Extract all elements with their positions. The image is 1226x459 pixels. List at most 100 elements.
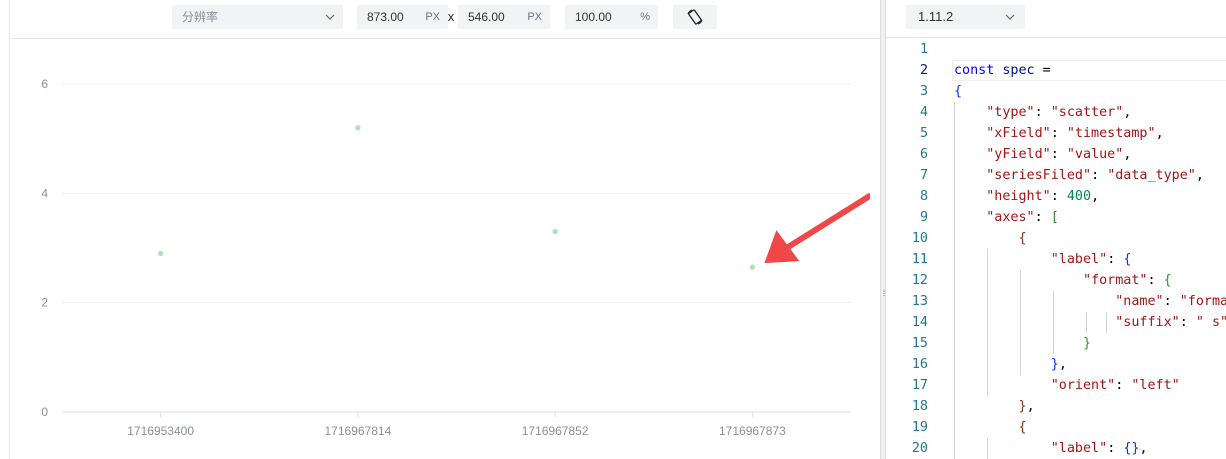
dimension-separator: x <box>447 9 455 24</box>
width-unit: PX <box>425 11 440 23</box>
x-tick-label: 1716953400 <box>127 424 194 438</box>
drag-handle-icon[interactable]: ⁞ <box>882 288 886 298</box>
x-tick-label: 1716967873 <box>719 424 786 438</box>
code-line[interactable]: 2 const spec = <box>886 60 1226 81</box>
resolution-select[interactable]: 分辨率 <box>172 5 343 29</box>
code-token: " s" <box>1195 315 1226 330</box>
code-token: "left" <box>1131 378 1180 393</box>
code-token: , <box>1139 441 1148 456</box>
code-token: "orient" <box>1050 378 1116 393</box>
code-token: "format" <box>1083 273 1148 288</box>
code-text: { <box>954 228 1027 249</box>
code-line[interactable]: 16 }, <box>886 354 1226 375</box>
y-tick-label: 0 <box>41 405 48 419</box>
indent-guide <box>987 438 988 459</box>
code-line[interactable]: 11 "label": { <box>886 249 1226 270</box>
code-token <box>954 357 1051 372</box>
code-token: "xField" <box>986 126 1051 141</box>
height-input[interactable]: 546.00 PX <box>458 5 550 29</box>
code-token: "name" <box>1115 294 1164 309</box>
code-token: "timestamp" <box>1066 126 1156 141</box>
code-line[interactable]: 13 "name": "formatT <box>886 291 1226 312</box>
code-line[interactable]: 20 "label": {}, <box>886 438 1226 459</box>
code-line[interactable]: 19 { <box>886 417 1226 438</box>
code-editor-pane: 1.11.2 1 2 const spec = 3{4 "type": "scatte… <box>886 0 1226 459</box>
zoom-input[interactable]: 100.00 % <box>565 5 658 29</box>
x-tick-label: 1716967852 <box>522 424 589 438</box>
code-token: , <box>1058 357 1067 372</box>
line-number: 9 <box>919 210 928 225</box>
indent-guide <box>1053 291 1054 354</box>
scatter-point <box>355 125 361 131</box>
code-token: { <box>1018 231 1027 246</box>
code-line[interactable]: 6 "yField": "value", <box>886 144 1226 165</box>
code-text: "orient": "left" <box>954 375 1180 396</box>
code-text: "yField": "value", <box>954 144 1131 165</box>
version-select[interactable]: 1.11.2 <box>906 5 1025 29</box>
line-number: 11 <box>911 252 928 267</box>
code-line[interactable]: 1 <box>886 39 1226 60</box>
code-token: , <box>1155 126 1164 141</box>
code-token: {} <box>1123 441 1140 456</box>
pane-splitter[interactable]: ⁞ <box>880 0 886 459</box>
line-number: 15 <box>911 336 928 351</box>
scatter-chart: 0 2 4 6 1716953400 1716967814 1716967852 171696… <box>41 77 870 438</box>
code-line[interactable]: 10 { <box>886 228 1226 249</box>
code-line[interactable]: 4 "type": "scatter", <box>886 102 1226 123</box>
code-line[interactable]: 5 "xField": "timestamp", <box>886 123 1226 144</box>
code-text: { <box>954 417 1027 438</box>
code-text: }, <box>954 354 1067 375</box>
code-token: { <box>1018 420 1027 435</box>
line-number: 4 <box>919 105 928 120</box>
line-number: 17 <box>911 378 928 393</box>
code-token: , <box>1195 168 1204 183</box>
code-line[interactable]: 7 "seriesFiled": "data_type", <box>886 165 1226 186</box>
scatter-point <box>158 250 164 257</box>
version-label: 1.11.2 <box>918 9 954 24</box>
line-number: 18 <box>911 399 928 414</box>
code-line[interactable]: 15 } <box>886 333 1226 354</box>
code-token: "seriesFiled" <box>986 168 1092 183</box>
code-line[interactable]: 3{ <box>886 81 1226 102</box>
line-number: 6 <box>919 147 928 162</box>
code-token <box>954 378 1051 393</box>
rotate-button[interactable] <box>673 5 717 29</box>
code-line[interactable]: 12 "format": { <box>886 270 1226 291</box>
code-token: "label" <box>1050 441 1108 456</box>
y-tick-label: 4 <box>41 186 48 200</box>
code-token: : <box>1034 105 1051 120</box>
code-editor[interactable]: 1 2 const spec = 3{4 "type": "scatter", 5 "x… <box>886 39 1226 459</box>
code-line[interactable]: 9 "axes": [ <box>886 207 1226 228</box>
height-value: 546.00 <box>468 10 505 24</box>
annotation-arrow-head <box>764 230 800 264</box>
code-line[interactable]: 18 }, <box>886 396 1226 417</box>
code-token <box>954 399 1019 414</box>
code-text: "label": {}, <box>954 438 1148 459</box>
code-token: "value" <box>1066 147 1124 162</box>
code-token: : <box>1179 315 1196 330</box>
line-number: 3 <box>919 84 928 99</box>
width-value: 873.00 <box>367 10 404 24</box>
resolution-placeholder: 分辨率 <box>182 10 219 24</box>
code-token: "formatT <box>1179 294 1226 309</box>
code-text: "xField": "timestamp", <box>954 123 1164 144</box>
code-text: } <box>954 333 1091 354</box>
code-line[interactable]: 17 "orient": "left" <box>886 375 1226 396</box>
chevron-down-icon <box>1005 14 1015 20</box>
code-token <box>954 168 986 183</box>
code-token <box>954 294 1115 309</box>
code-token: "label" <box>1050 252 1108 267</box>
code-token: , <box>1026 399 1035 414</box>
code-token <box>954 273 1083 288</box>
chevron-down-icon <box>325 14 335 20</box>
code-token: , <box>1091 189 1100 204</box>
annotation-arrow-shaft <box>783 193 870 252</box>
code-text: "axes": [ <box>954 207 1059 228</box>
rotate-screen-icon <box>687 9 703 25</box>
width-input[interactable]: 873.00 PX <box>357 5 448 29</box>
code-text: "type": "scatter", <box>954 102 1131 123</box>
code-line[interactable]: 14 "suffix": " s" <box>886 312 1226 333</box>
code-text: "suffix": " s" <box>954 312 1226 333</box>
code-line[interactable]: 8 "height": 400, <box>886 186 1226 207</box>
code-token: "height" <box>986 189 1051 204</box>
